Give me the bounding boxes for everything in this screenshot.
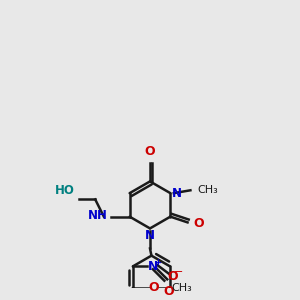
Text: O: O — [148, 281, 159, 294]
Text: +: + — [154, 258, 161, 267]
Text: CH₃: CH₃ — [172, 283, 192, 293]
Text: O: O — [168, 270, 178, 283]
Text: CH₃: CH₃ — [198, 185, 218, 195]
Text: O: O — [145, 145, 155, 158]
Text: O: O — [163, 285, 174, 298]
Text: N: N — [148, 260, 158, 273]
Text: N: N — [145, 229, 155, 242]
Text: −: − — [173, 267, 183, 277]
Text: O: O — [194, 217, 205, 230]
Text: NH: NH — [88, 209, 108, 222]
Text: N: N — [172, 187, 182, 200]
Text: HO: HO — [55, 184, 75, 197]
